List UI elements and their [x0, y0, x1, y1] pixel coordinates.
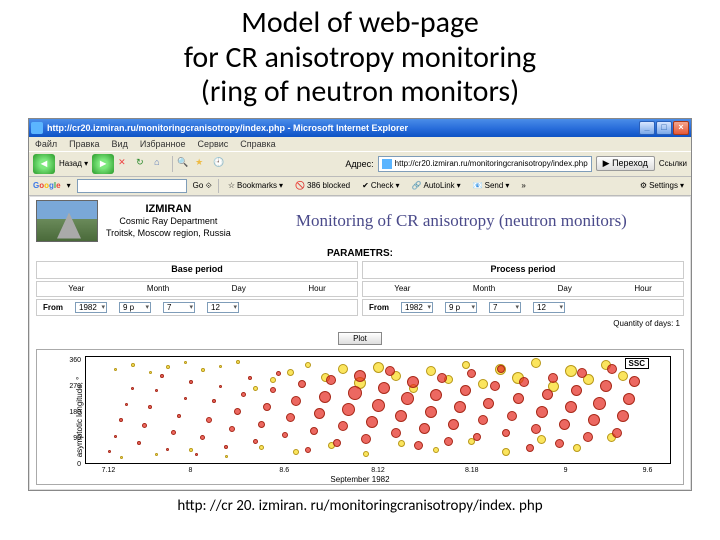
- links-label[interactable]: Ссылки: [659, 159, 687, 168]
- toolbar: ◄ Назад ▾ ► ✕ ↻ ⌂ 🔍 ★ 🕘 Адрес: http://cr…: [29, 151, 691, 177]
- base-period-title: Base period: [41, 264, 353, 274]
- google-logo: Google: [33, 181, 61, 190]
- proc-year-select[interactable]: 1982: [401, 302, 433, 313]
- base-year-select[interactable]: 1982: [75, 302, 107, 313]
- close-button[interactable]: ×: [673, 121, 689, 135]
- chart-xlabel: September 1982: [330, 475, 389, 484]
- from-label: From: [369, 303, 389, 312]
- autolink-button[interactable]: 🔗 AutoLink ▾: [409, 181, 464, 190]
- base-period-group: Base period: [36, 261, 358, 279]
- org-location: Troitsk, Moscow region, Russia: [106, 228, 231, 240]
- menu-file[interactable]: Файл: [35, 139, 57, 149]
- proc-hour-select[interactable]: 12: [533, 302, 565, 313]
- google-dropdown-icon[interactable]: ▾: [67, 181, 71, 190]
- param-labels-row: Year Month Day Hour Year Month Day Hour: [30, 280, 690, 298]
- plot-button-row: Plot: [30, 330, 690, 347]
- send-button[interactable]: 📧 Send ▾: [470, 181, 513, 190]
- base-day-select[interactable]: 7: [163, 302, 195, 313]
- google-search-input[interactable]: [77, 179, 187, 193]
- titlebar: http://cr20.izmiran.ru/monitoringcraniso…: [29, 119, 691, 137]
- menubar: Файл Правка Вид Избранное Сервис Справка: [29, 137, 691, 151]
- slide-footer: http: //cr 20. izmiran. ru/monitoringcra…: [0, 493, 720, 519]
- window-controls: _ □ ×: [639, 121, 689, 135]
- page-header: IZMIRAN Cosmic Ray Department Troitsk, M…: [30, 197, 690, 245]
- page-title: Monitoring of CR anisotropy (neutron mon…: [239, 211, 684, 231]
- param-header-row: Base period Process period: [30, 260, 690, 280]
- address-input[interactable]: http://cr20.izmiran.ru/monitoringcraniso…: [378, 156, 592, 172]
- year-label: Year: [394, 284, 410, 293]
- stop-icon[interactable]: ✕: [118, 157, 132, 171]
- day-label: Day: [232, 284, 246, 293]
- title-line-3: (ring of neutron monitors): [201, 73, 520, 110]
- menu-help[interactable]: Справка: [240, 139, 275, 149]
- org-name: IZMIRAN: [106, 202, 231, 216]
- slide-title: Model of web-page for CR anisotropy moni…: [0, 0, 720, 118]
- base-from-box: From 1982 9 р 7 12: [36, 299, 358, 316]
- menu-view[interactable]: Вид: [112, 139, 128, 149]
- proc-from-box: From 1982 9 р 7 12: [362, 299, 684, 316]
- back-label: Назад ▾: [59, 159, 88, 168]
- bookmarks-button[interactable]: ☆ Bookmarks ▾: [225, 181, 286, 190]
- page-content: IZMIRAN Cosmic Ray Department Troitsk, M…: [29, 196, 691, 490]
- settings-button[interactable]: ⚙ Settings ▾: [637, 181, 687, 190]
- go-button[interactable]: ▶ Переход: [596, 156, 655, 171]
- hour-label: Hour: [308, 284, 325, 293]
- process-period-title: Process period: [367, 264, 679, 274]
- hour-label: Hour: [634, 284, 651, 293]
- year-label: Year: [68, 284, 84, 293]
- chart-plot-area: [85, 356, 671, 464]
- maximize-button[interactable]: □: [656, 121, 672, 135]
- blocked-button[interactable]: 🚫 386 blocked: [292, 181, 353, 190]
- separator: [172, 156, 173, 172]
- base-month-select[interactable]: 9 р: [119, 302, 151, 313]
- address-label: Адрес:: [345, 159, 373, 169]
- google-toolbar: Google ▾ Go ⟐ ☆ Bookmarks ▾ 🚫 386 blocke…: [29, 177, 691, 196]
- org-dept: Cosmic Ray Department: [106, 216, 231, 228]
- separator: [218, 179, 219, 193]
- refresh-icon[interactable]: ↻: [136, 157, 150, 171]
- search-icon[interactable]: 🔍: [177, 157, 191, 171]
- menu-tools[interactable]: Сервис: [197, 139, 228, 149]
- quantity-value: 1: [676, 319, 680, 328]
- minimize-button[interactable]: _: [639, 121, 655, 135]
- ssc-label: SSC: [625, 358, 649, 369]
- from-label: From: [43, 303, 63, 312]
- window-title: http://cr20.izmiran.ru/monitoringcraniso…: [47, 123, 639, 133]
- menu-edit[interactable]: Правка: [69, 139, 99, 149]
- title-line-1: Model of web-page: [241, 4, 479, 41]
- quantity-label: Quantity of days:: [613, 319, 673, 328]
- base-labels: Year Month Day Hour: [36, 281, 358, 297]
- month-label: Month: [147, 284, 169, 293]
- check-button[interactable]: ✔ Check ▾: [359, 181, 402, 190]
- from-row: From 1982 9 р 7 12 From 1982 9 р 7 12: [30, 298, 690, 317]
- home-icon[interactable]: ⌂: [154, 157, 168, 171]
- day-label: Day: [558, 284, 572, 293]
- plot-button[interactable]: Plot: [338, 332, 382, 345]
- quantity-row: Quantity of days: 1: [30, 317, 690, 330]
- menu-favorites[interactable]: Избранное: [140, 139, 186, 149]
- month-label: Month: [473, 284, 495, 293]
- params-label: PARAMETRS:: [30, 245, 690, 260]
- history-icon[interactable]: 🕘: [213, 157, 227, 171]
- back-button[interactable]: ◄: [33, 154, 55, 174]
- base-hour-select[interactable]: 12: [207, 302, 239, 313]
- page-icon: [382, 159, 392, 169]
- landscape-image: [36, 200, 98, 242]
- proc-day-select[interactable]: 7: [489, 302, 521, 313]
- org-block: IZMIRAN Cosmic Ray Department Troitsk, M…: [106, 202, 231, 240]
- proc-month-select[interactable]: 9 р: [445, 302, 477, 313]
- scatter-chart: asymptotic longitude, ° September 1982 S…: [36, 349, 684, 485]
- title-line-2: for CR anisotropy monitoring: [184, 39, 536, 76]
- browser-window: http://cr20.izmiran.ru/monitoringcraniso…: [28, 118, 692, 491]
- address-value: http://cr20.izmiran.ru/monitoringcraniso…: [395, 159, 588, 168]
- forward-button[interactable]: ►: [92, 154, 114, 174]
- ie-icon: [31, 122, 43, 134]
- proc-labels: Year Month Day Hour: [362, 281, 684, 297]
- separator: »: [518, 181, 528, 190]
- favorites-icon[interactable]: ★: [195, 157, 209, 171]
- google-go-button[interactable]: Go ⟐: [193, 181, 212, 191]
- process-period-group: Process period: [362, 261, 684, 279]
